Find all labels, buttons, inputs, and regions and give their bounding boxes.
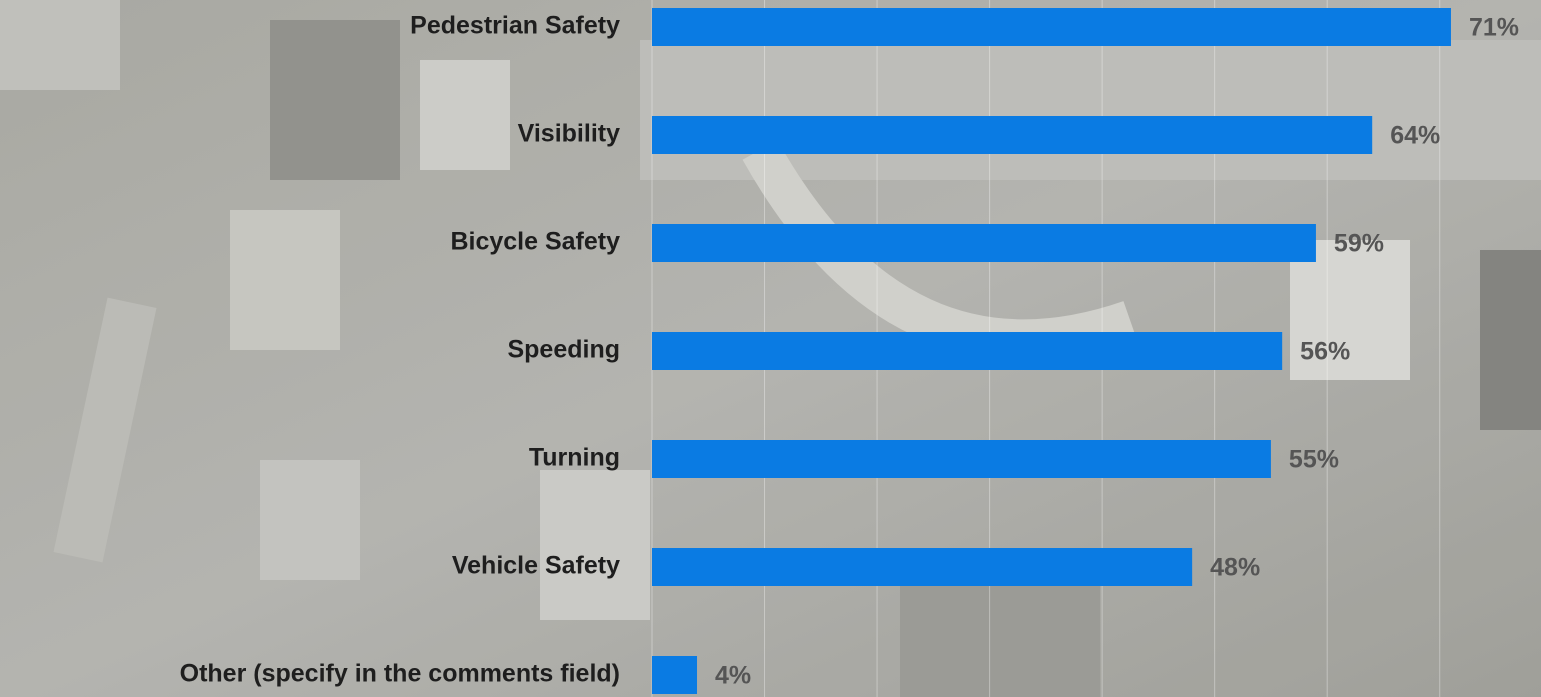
category-label: Speeding (507, 336, 620, 364)
bar (652, 548, 1192, 586)
value-label: 55% (1289, 446, 1339, 474)
category-label: Bicycle Safety (450, 228, 620, 256)
category-label: Pedestrian Safety (410, 12, 620, 40)
bar (652, 116, 1372, 154)
bar (652, 656, 697, 694)
value-label: 48% (1210, 554, 1260, 582)
value-label: 64% (1390, 122, 1440, 150)
category-label: Turning (529, 444, 620, 472)
bar (652, 224, 1316, 262)
value-label: 56% (1300, 338, 1350, 366)
category-label: Vehicle Safety (452, 552, 620, 580)
bar (652, 8, 1451, 46)
value-label: 4% (715, 662, 751, 690)
bar (652, 440, 1271, 478)
category-label: Visibility (518, 120, 620, 148)
value-label: 59% (1334, 230, 1384, 258)
category-label: Other (specify in the comments field) (180, 660, 620, 688)
value-label: 71% (1469, 14, 1519, 42)
chart: Pedestrian Safety 71% Visibility 64% Bicycle… (0, 0, 1541, 697)
bar (652, 332, 1282, 370)
